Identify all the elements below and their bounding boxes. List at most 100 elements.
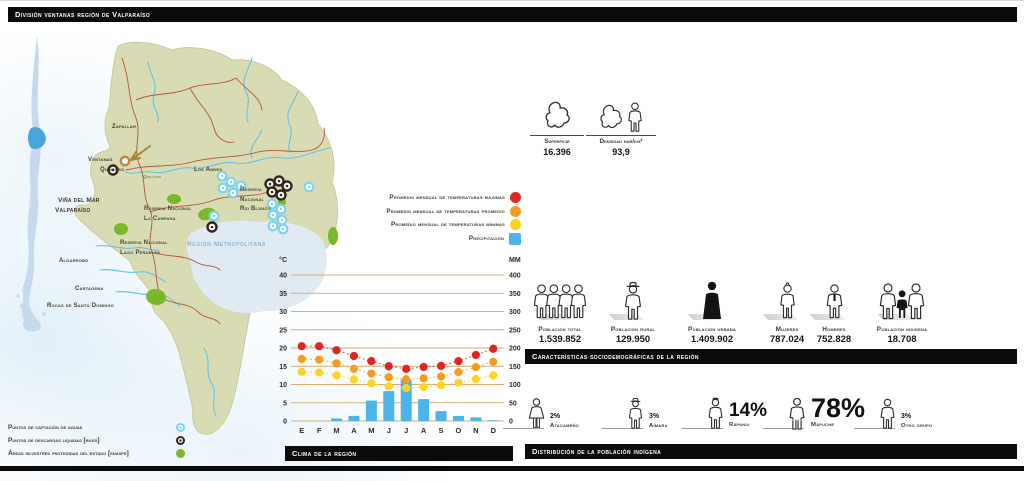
map-label-lago-penuelas: Reserva Nacional Lago Peñuelas xyxy=(120,240,168,256)
superficie-label: Superficie xyxy=(544,138,570,145)
stat-value: 752.828 xyxy=(816,334,852,345)
map-legend-item-snaspe: Áreas silvestres protegidas del estado [… xyxy=(8,449,185,458)
svg-text:°C: °C xyxy=(279,256,287,264)
precipitation-marker-icon xyxy=(509,232,521,245)
clima-section-bar: Clima de la región xyxy=(285,446,513,461)
svg-text:M: M xyxy=(368,426,374,435)
group-aimara: 3% Aimara xyxy=(626,397,668,429)
sociodemo-section-bar: Características sociodemográficas de la … xyxy=(525,349,1017,364)
climate-chart: 0510152025303540050100150200250300350400… xyxy=(279,256,521,435)
atacameno-icon xyxy=(528,398,545,428)
svg-text:0: 0 xyxy=(283,419,287,426)
group-label: Atacameño xyxy=(550,423,579,429)
svg-text:25: 25 xyxy=(279,327,287,334)
protected-area-icon xyxy=(176,449,185,458)
stat-label: Población total xyxy=(538,326,582,333)
legend-label: Promedio mensual de temperaturas máximas xyxy=(389,194,505,202)
legend-row-promedio: Promedio mensual de temperaturas promedi… xyxy=(295,205,521,219)
people-group-icon xyxy=(534,284,586,319)
stat-label: Población indígena xyxy=(876,326,928,333)
stat-label: Mujeres xyxy=(775,326,799,333)
indigena-section-bar: Distribución de la población indígena xyxy=(525,444,1017,459)
group-label: Aimara xyxy=(649,423,668,429)
svg-text:50: 50 xyxy=(509,400,517,407)
map-label-la-campana: Reserva Nacional La Campana xyxy=(144,206,192,222)
page-title: División ventanas región de Valparaíso xyxy=(15,10,151,19)
stat-densidad: Densidad hab/km² 93,9 xyxy=(584,95,658,157)
densidad-value: 93,9 xyxy=(612,146,630,157)
group-pct: 78% xyxy=(811,393,866,423)
svg-text:10: 10 xyxy=(279,382,287,389)
svg-text:O: O xyxy=(456,426,462,435)
map-label-valparaiso: Valparaíso xyxy=(55,207,91,214)
legend-label: Precipitación xyxy=(468,235,504,243)
group-otro-grupo: 3% Otro grupo xyxy=(878,397,932,429)
map-label-rio-blanco: Reserva Nacional Río Blanco xyxy=(240,187,271,213)
clima-section-title: Clima de la región xyxy=(292,449,357,458)
superficie-value: 16.396 xyxy=(543,146,571,157)
map-legend-item-descargas: Puntos de descargas líquidas [riles] xyxy=(8,436,185,445)
svg-text:400: 400 xyxy=(509,273,521,280)
legend-row-maximas: Promedio mensual de temperaturas máximas xyxy=(295,191,521,205)
svg-text:100: 100 xyxy=(509,382,521,389)
svg-text:N: N xyxy=(473,426,478,435)
group-pct: 3% xyxy=(901,413,912,420)
stat-mujeres: Mujeres 787.024 xyxy=(754,279,820,345)
svg-text:J: J xyxy=(404,426,408,435)
indigenous-group-icon xyxy=(879,283,925,320)
group-pct: 3% xyxy=(649,413,660,420)
svg-text:0: 0 xyxy=(509,419,513,426)
svg-text:350: 350 xyxy=(509,291,521,298)
stat-value: 1.539.852 xyxy=(538,334,582,345)
map-legend-label: Puntos de captación de aguas xyxy=(8,424,83,431)
ventanas-marker xyxy=(119,155,131,167)
svg-text:A: A xyxy=(351,426,357,435)
map-label-quillota: Quillota xyxy=(143,175,162,180)
ground-line xyxy=(854,428,895,430)
min-temp-marker-icon xyxy=(510,219,521,231)
legend-label: Promedio mensual de temperaturas promedi… xyxy=(386,207,505,215)
top-border xyxy=(0,0,1024,1)
person-hat-icon xyxy=(625,281,641,320)
chile-minimap xyxy=(16,36,47,332)
svg-text:5: 5 xyxy=(283,400,287,407)
stat-poblacion-rural: Población rural 129.950 xyxy=(583,279,683,345)
max-temp-marker-icon xyxy=(510,192,521,204)
stat-value: 18.708 xyxy=(887,334,917,345)
stat-hombres: Hombres 752.828 xyxy=(801,279,867,345)
region-shape-icon xyxy=(599,104,622,129)
rapanui-icon xyxy=(708,397,723,429)
map-label-cartagena: Cartagena xyxy=(75,286,104,292)
group-atacameno: 2% Atacameño xyxy=(527,397,579,429)
group-pct: 14% xyxy=(729,400,768,421)
group-pct: 2% xyxy=(550,413,561,420)
stat-value: 1.409.902 xyxy=(690,334,734,345)
svg-text:F: F xyxy=(317,426,322,435)
group-mapuche: 78% Mapuche xyxy=(787,393,866,430)
legend-row-precipitacion: Precipitación xyxy=(295,232,521,246)
ground-line xyxy=(763,428,804,430)
stat-poblacion-urbana: Población urbana 1.409.902 xyxy=(657,279,767,345)
mapuche-icon xyxy=(789,397,805,430)
map-label-los-andes: Los Andes xyxy=(194,167,223,173)
man-tie-icon xyxy=(826,284,842,319)
legend-label: Promedio mensual de temperaturas mínimas xyxy=(390,221,505,229)
chart-legend: Promedio mensual de temperaturas máximas… xyxy=(295,191,521,245)
map-label-santo-domingo: Rocas de Santo Domingo xyxy=(47,303,115,309)
indigena-section-title: Distribución de la población indígena xyxy=(532,446,662,456)
group-label: Rapanui xyxy=(729,422,750,428)
svg-text:M: M xyxy=(333,426,339,435)
svg-text:15: 15 xyxy=(279,364,287,371)
group-label: Mapuche xyxy=(811,422,835,428)
ground-line xyxy=(602,428,643,430)
region-shape-icon xyxy=(545,101,570,128)
water-intake-icon xyxy=(176,423,185,432)
header-title-bar: División ventanas región de Valparaíso xyxy=(8,7,1017,22)
stat-superficie: Superficie 16.396 xyxy=(528,95,586,157)
svg-text:40: 40 xyxy=(279,273,287,280)
valparaiso-region-highlight xyxy=(28,127,46,149)
svg-text:D: D xyxy=(491,426,497,435)
stat-label: Población rural xyxy=(610,326,656,333)
stat-poblacion-indigena: Población indígena 18.708 xyxy=(845,279,959,345)
stat-value: 787.024 xyxy=(769,334,805,345)
